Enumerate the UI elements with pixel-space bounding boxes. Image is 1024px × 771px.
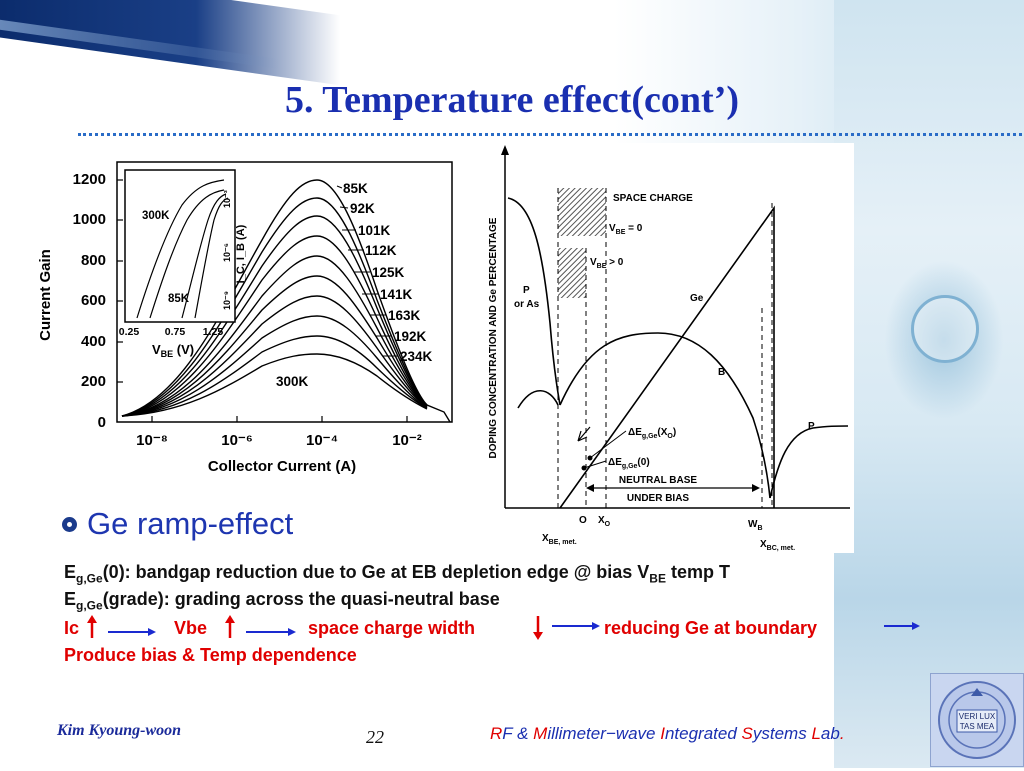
doping-profile-svg: DOPING CONCENTRATION AND Ge PERCENTAGE S… <box>488 145 850 552</box>
inset-x-tick: 1.25 <box>203 326 224 338</box>
deg-x0-label: ΔEg,Ge(XO) <box>628 427 676 440</box>
y-tick: 400 <box>81 333 106 350</box>
inset-label: 300K <box>142 210 170 222</box>
dashed-guides <box>557 188 773 508</box>
curve-label: 112K <box>365 243 397 258</box>
y-tick: 0 <box>98 414 106 431</box>
neutral-label-1: NEUTRAL BASE <box>619 475 697 486</box>
svg-text:VERI LUX: VERI LUX <box>959 712 996 721</box>
svg-text:TAS MEA: TAS MEA <box>960 722 995 731</box>
inset-label: 85K <box>168 293 190 305</box>
down-arrow-scw <box>533 616 543 640</box>
up-arrow-vbe <box>225 615 235 638</box>
x-tick: 10⁻⁸ <box>136 432 168 449</box>
bullet-icon <box>62 516 77 532</box>
inset-curves <box>136 179 229 319</box>
inset-x-tick: 0.75 <box>165 326 186 338</box>
space-charge-vbe0 <box>558 188 606 236</box>
inset-y-label: I_C, I_B (A) <box>235 224 247 283</box>
inset-x-tick: 0.25 <box>119 326 140 338</box>
curve-label: 92K <box>350 201 375 216</box>
ic-label: Ic <box>64 618 80 638</box>
y-axis-label: DOPING CONCENTRATION AND Ge PERCENTAGE <box>488 217 499 458</box>
y-tick: 800 <box>81 252 106 269</box>
y-axis-label: Current Gain <box>37 249 54 341</box>
x-tick: 10⁻² <box>392 432 422 449</box>
emitter-label: P <box>523 285 530 296</box>
vbe-label: Vbe <box>174 618 208 638</box>
emitter-doping <box>507 197 561 406</box>
curve-label: 300K <box>276 374 309 389</box>
background-disc <box>911 295 979 363</box>
curve-label: 101K <box>358 223 391 238</box>
y-tick: 1000 <box>73 211 106 228</box>
neutral-arrow-right <box>752 484 760 492</box>
bias-temp-line: Produce bias & Temp dependence <box>64 645 357 665</box>
y-axis-arrow <box>501 145 509 155</box>
base-doping <box>559 332 771 499</box>
inset-x-label: VBE (V) <box>152 342 194 359</box>
ge-label: Ge <box>690 293 704 304</box>
curve-label: 125K <box>372 265 405 280</box>
collector-label: P <box>808 421 815 432</box>
curve-label: 141K <box>380 287 413 302</box>
y-tick: 1200 <box>73 171 106 188</box>
bullet-text: Ge ramp-effect <box>87 506 294 541</box>
plot-frame <box>116 161 453 423</box>
base-label: B <box>718 367 725 378</box>
emitter-label-2: or As <box>514 299 540 310</box>
title-divider <box>78 133 1024 136</box>
space-charge-label: SPACE CHARGE <box>613 193 693 204</box>
current-gain-svg: Current Gain 1200 1000 800 600 400 200 0… <box>37 161 453 475</box>
right-arrow-1 <box>108 628 156 636</box>
slide-title: 5. Temperature effect(cont’) <box>284 79 740 121</box>
space-charge-vbe-pos <box>558 248 586 298</box>
curve-label: 85K <box>343 181 368 196</box>
neutral-label-2: UNDER BIAS <box>627 493 690 504</box>
university-seal-logo: VERI LUX TAS MEA <box>930 673 1024 767</box>
emitter-bump <box>517 390 559 409</box>
footer-lab-name: RF & Millimeter−wave Integrated Systems … <box>490 724 845 743</box>
xbc-label: XBC, met. <box>760 539 795 552</box>
deg-leaders <box>583 430 627 469</box>
x-axis-label: Collector Current (A) <box>208 458 356 475</box>
x-tick: 10⁻⁴ <box>306 432 338 449</box>
deg-arrow <box>577 426 591 442</box>
bandgap-line: Eg,Ge(0): bandgap reduction due to Ge at… <box>64 562 730 586</box>
current-gain-figure: Current Gain 1200 1000 800 600 400 200 0… <box>32 150 464 482</box>
right-arrow-2 <box>246 628 296 636</box>
footer-author: Kim Kyoung-woon <box>57 722 182 739</box>
curve-label: 192K <box>394 329 427 344</box>
inset-y-tick: 10⁻³ <box>222 190 232 208</box>
neutral-arrow-left <box>586 484 594 492</box>
up-arrow-ic <box>87 615 97 638</box>
collector-doping <box>769 425 849 499</box>
curve-leaders <box>336 185 398 357</box>
curve-label: 163K <box>388 308 421 323</box>
vbe0-label: VBE = 0 <box>609 223 643 236</box>
inset-y-tick: 10⁻⁶ <box>222 243 232 262</box>
origin-label: O <box>579 515 587 526</box>
right-arrow-3 <box>552 622 600 630</box>
xbe-label: XBE, met. <box>542 533 577 546</box>
curve-label: 234K <box>400 349 433 364</box>
ge-profile <box>559 205 775 509</box>
inset-y-tick: 10⁻⁹ <box>222 291 232 310</box>
footer-page-number: 22 <box>366 727 384 747</box>
y-tick: 200 <box>81 373 106 390</box>
right-arrow-4 <box>884 622 920 630</box>
grading-line: Eg,Ge(grade): grading across the quasi-n… <box>64 589 500 613</box>
y-tick: 600 <box>81 292 106 309</box>
doping-profile-figure: DOPING CONCENTRATION AND Ge PERCENTAGE S… <box>478 143 854 553</box>
background-right-panel <box>834 0 1024 768</box>
deg0-label: ΔEg,Ge(0) <box>608 457 650 470</box>
x-tick: 10⁻⁶ <box>221 432 253 449</box>
effect-chain-arrows <box>87 615 920 640</box>
vbe-pos-label: VBE > 0 <box>590 257 624 270</box>
x0-label: XO <box>598 515 611 528</box>
wb-label: WB <box>748 519 763 532</box>
bullet-ge-ramp: Ge ramp-effect <box>62 506 293 542</box>
reducing-ge-label: reducing Ge at boundary <box>604 618 818 638</box>
space-charge-width-label: space charge width <box>308 618 476 638</box>
